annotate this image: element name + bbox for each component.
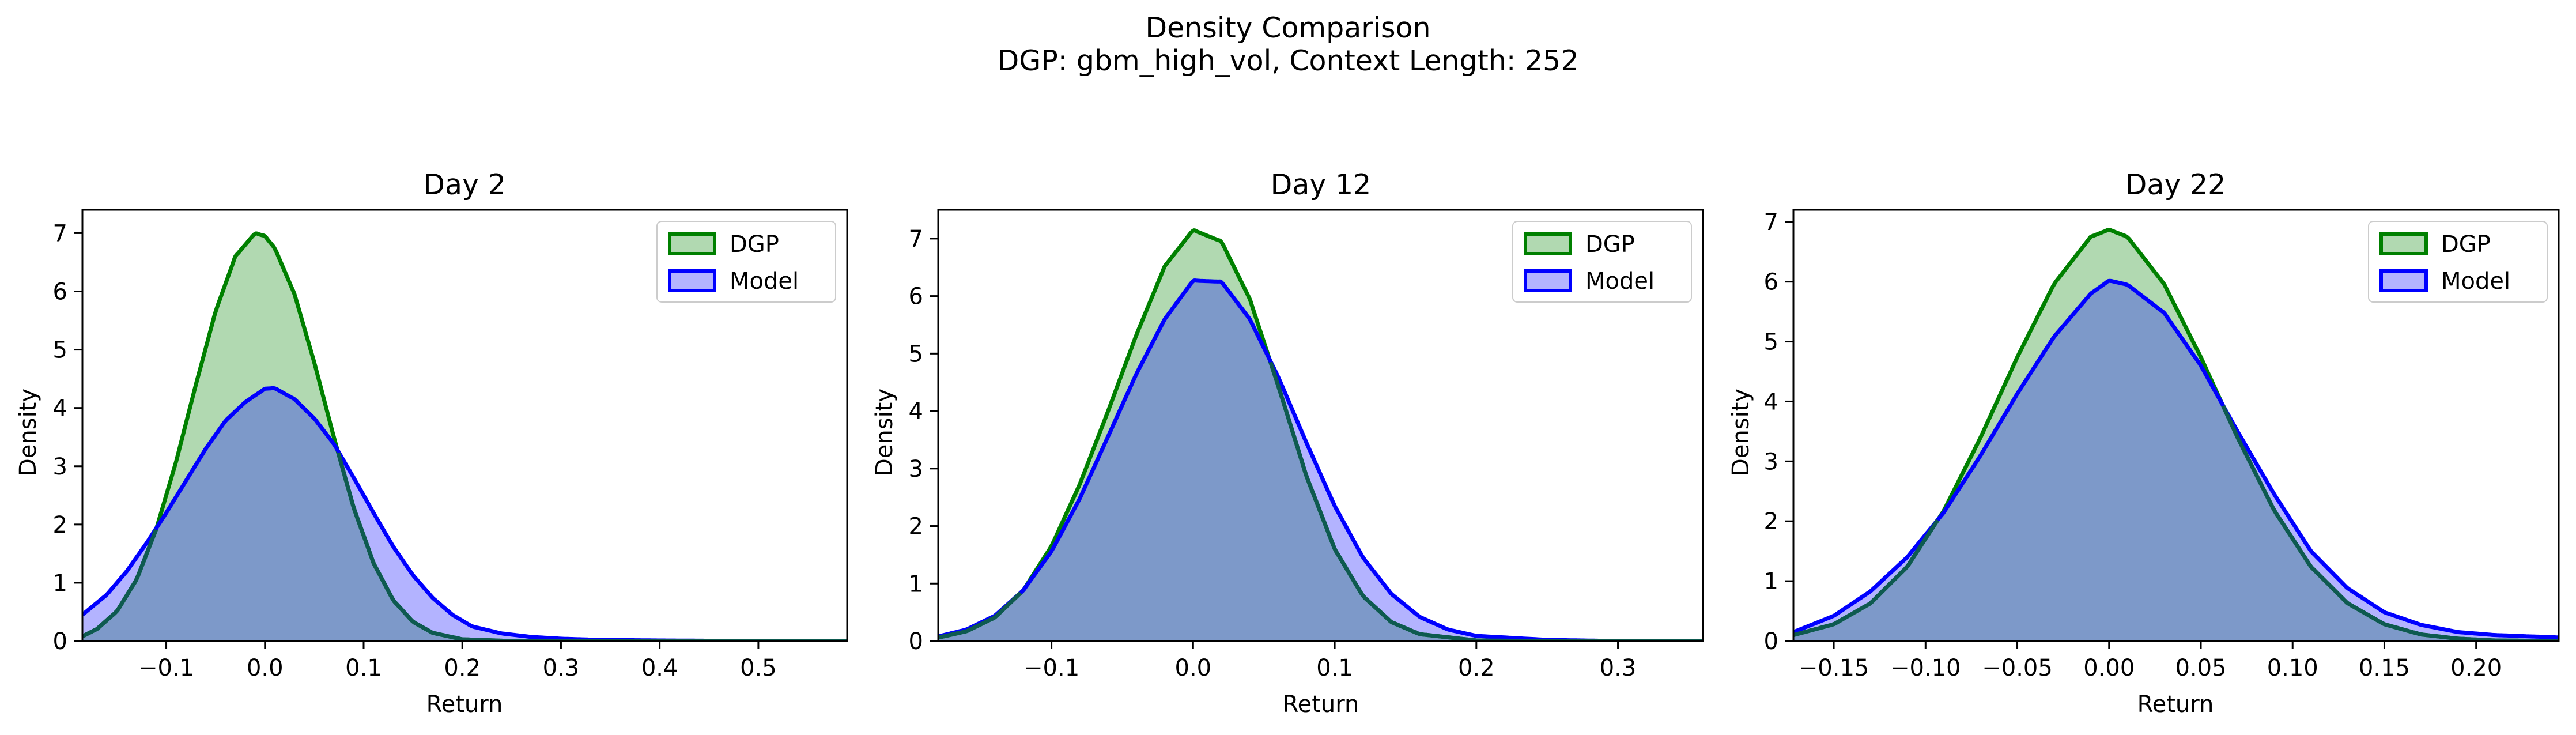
x-tick-label: 0.00: [2083, 655, 2135, 681]
x-tick-label: −0.1: [138, 655, 194, 681]
x-tick-label: 0.15: [2359, 655, 2410, 681]
model-line: [1793, 278, 2559, 640]
plot-area: [1793, 228, 2559, 641]
legend-swatch-model: [668, 269, 716, 292]
axes-frame: [937, 209, 1704, 642]
dgp-line-under-model: [336, 452, 847, 641]
x-tick-label: −0.10: [1890, 655, 1961, 681]
overlap-fill: [938, 280, 1703, 641]
x-tick-label: 0.10: [2267, 655, 2318, 681]
y-tick-label: 2: [909, 514, 923, 540]
x-tick-label: 0.2: [1458, 655, 1495, 681]
y-tick-label: 3: [53, 454, 67, 480]
y-axis-label: Density: [871, 389, 898, 476]
figure-subtitle: DGP: gbm_high_vol, Context Length: 252: [998, 44, 1579, 77]
panel-day-2: Day 2 Return Density −0.1 0.0 0.1 0.2 0.3 0.4…: [15, 168, 848, 718]
legend: DGP Model: [1512, 221, 1692, 303]
legend-label-dgp: DGP: [2441, 231, 2491, 258]
legend-swatch-dgp: [1524, 232, 1572, 255]
legend: DGP Model: [656, 221, 836, 303]
y-tick-label: 4: [53, 395, 67, 422]
y-tick-label: 1: [909, 571, 923, 597]
legend: DGP Model: [2368, 221, 2548, 303]
legend-swatch-dgp: [2379, 232, 2428, 255]
legend-label-dgp: DGP: [730, 231, 779, 258]
y-tick-label: 6: [53, 279, 67, 306]
y-tick-label: 7: [909, 226, 923, 252]
x-axis-label: Return: [426, 691, 503, 718]
dgp-line-under-model: [1793, 519, 1940, 638]
x-tick-label: −0.15: [1799, 655, 1869, 681]
plot-area: [82, 231, 847, 641]
dgp-line-under-model: [82, 529, 158, 639]
x-tick-label: 0.3: [543, 655, 580, 681]
axes-frame: [1792, 209, 2560, 642]
legend-label-model: Model: [1585, 268, 1655, 295]
x-tick-label: 0.5: [740, 655, 777, 681]
y-tick-label: 6: [909, 284, 923, 310]
y-tick-label: 4: [909, 398, 923, 425]
y-tick-label: 5: [53, 337, 67, 364]
y-tick-label: 5: [909, 341, 923, 367]
x-tick-label: −0.1: [1023, 655, 1079, 681]
y-axis-label: Density: [1728, 389, 1754, 476]
y-tick-label: 3: [1764, 448, 1778, 475]
x-tick-label: 0.1: [1316, 655, 1353, 681]
legend-swatch-model: [1524, 269, 1572, 292]
x-tick-label: 0.1: [345, 655, 382, 681]
panel-title: Day 2: [423, 168, 506, 201]
y-tick-label: 1: [53, 570, 67, 597]
y-tick-label: 5: [1764, 329, 1778, 356]
x-axis-label: Return: [2137, 691, 2214, 718]
panel-day-12: Day 12 Return Density −0.1 0.0 0.1 0.2 0.3 0 1…: [871, 168, 1704, 718]
y-tick-label: 3: [909, 456, 923, 483]
panel-day-22: Day 22 Return Density −0.15 −0.10 −0.05 0.0…: [1728, 168, 2560, 718]
y-tick-label: 4: [1764, 389, 1778, 415]
x-tick-label: 0.3: [1600, 655, 1637, 681]
y-tick-label: 6: [1764, 269, 1778, 296]
legend-label-model: Model: [730, 268, 799, 295]
y-tick-label: 1: [1764, 568, 1778, 595]
y-axis-label: Density: [15, 389, 41, 476]
dgp-line-under-model: [938, 591, 1022, 640]
panel-title: Day 12: [1271, 168, 1372, 201]
overlap-fill: [1793, 281, 2559, 641]
x-tick-label: 0.0: [247, 655, 284, 681]
x-tick-label: 0.20: [2450, 655, 2502, 681]
y-tick-label: 0: [909, 628, 923, 655]
y-tick-label: 2: [1764, 508, 1778, 535]
legend-label-dgp: DGP: [1585, 231, 1635, 258]
panel-title: Day 22: [2125, 168, 2226, 201]
axes-frame: [81, 209, 848, 642]
figure-title: Density Comparison: [1145, 12, 1430, 44]
y-tick-label: 7: [1764, 209, 1778, 236]
legend-swatch-dgp: [668, 232, 716, 255]
y-tick-label: 0: [53, 628, 67, 655]
x-tick-label: 0.0: [1175, 655, 1212, 681]
legend-swatch-model: [2379, 269, 2428, 292]
overlap-fill: [82, 388, 847, 641]
x-tick-label: −0.05: [1982, 655, 2053, 681]
x-axis-label: Return: [1283, 691, 1359, 718]
y-tick-label: 2: [53, 512, 67, 538]
legend-label-model: Model: [2441, 268, 2510, 295]
x-tick-label: 0.4: [641, 655, 678, 681]
x-tick-label: 0.2: [444, 655, 481, 681]
x-tick-label: 0.05: [2175, 655, 2226, 681]
y-tick-label: 7: [53, 220, 67, 247]
y-tick-label: 0: [1764, 628, 1778, 655]
